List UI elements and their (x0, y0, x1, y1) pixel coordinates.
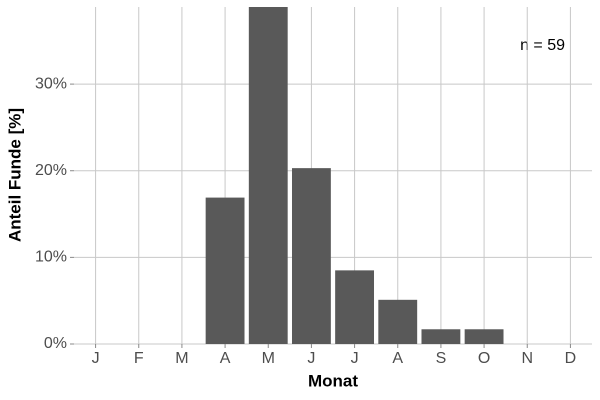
y-tick-label: 0% (44, 335, 67, 352)
y-tick-label: 20% (35, 162, 67, 179)
bar (291, 168, 331, 344)
x-tick-label: M (175, 350, 188, 367)
x-tick-label: J (307, 350, 315, 367)
x-tick-label: A (220, 350, 231, 367)
x-tick-label: N (521, 350, 533, 367)
x-axis-title: Monat (308, 371, 358, 390)
bar (205, 197, 245, 344)
bar (248, 7, 288, 344)
y-tick-label: 30% (35, 75, 67, 92)
x-tick-label: M (262, 350, 275, 367)
x-tick-label: S (436, 350, 447, 367)
bar (378, 299, 418, 344)
annotation: n = 59 (520, 37, 565, 54)
x-tick-label: D (565, 350, 577, 367)
x-tick-label: F (134, 350, 144, 367)
bar (464, 329, 504, 344)
x-tick-label: J (92, 350, 100, 367)
bar (421, 329, 461, 344)
y-axis-title: Anteil Funde [%] (5, 108, 24, 242)
x-tick-label: A (392, 350, 403, 367)
x-tick-label: O (478, 350, 490, 367)
x-tick-label: J (351, 350, 359, 367)
y-tick-label: 10% (35, 249, 67, 266)
bar (335, 270, 375, 344)
